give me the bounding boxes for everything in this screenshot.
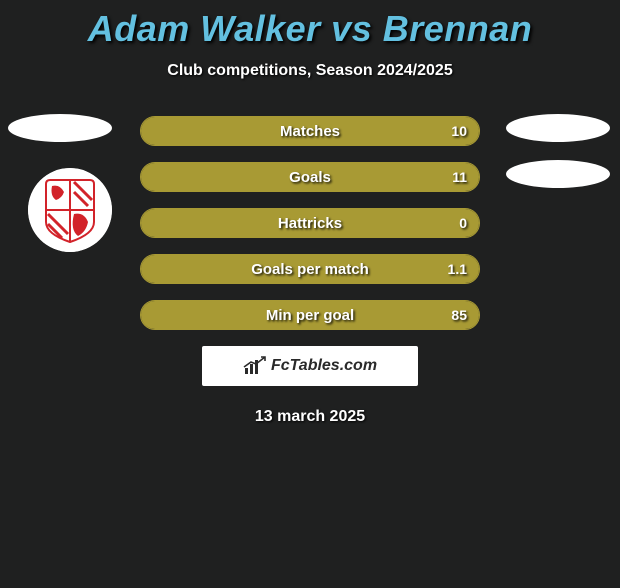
- stat-value-right: 0: [459, 215, 467, 231]
- stat-value-right: 11: [452, 169, 467, 185]
- comparison-panel: Matches 10 Goals 11 Hattricks 0 Goals per matc…: [0, 116, 620, 426]
- date-label: 13 march 2025: [0, 408, 620, 426]
- subtitle: Club competitions, Season 2024/2025: [0, 62, 620, 80]
- stat-bar: Min per goal 85: [140, 300, 480, 330]
- stat-value-right: 1.1: [448, 261, 467, 277]
- stat-label: Goals per match: [251, 261, 369, 278]
- player-right-oval-2: [506, 160, 610, 188]
- stat-label: Min per goal: [266, 307, 354, 324]
- club-badge: [28, 168, 112, 252]
- branding-badge: FcTables.com: [202, 346, 418, 386]
- chart-icon: [243, 356, 267, 376]
- stat-label: Hattricks: [278, 215, 342, 232]
- stat-bar: Hattricks 0: [140, 208, 480, 238]
- stat-label: Matches: [280, 123, 340, 140]
- stat-label: Goals: [289, 169, 331, 186]
- stat-value-right: 85: [451, 307, 467, 323]
- stat-value-right: 10: [451, 123, 467, 139]
- player-left-oval: [8, 114, 112, 142]
- stat-bar: Matches 10: [140, 116, 480, 146]
- stat-bars: Matches 10 Goals 11 Hattricks 0 Goals per matc…: [140, 116, 480, 330]
- stat-bar: Goals per match 1.1: [140, 254, 480, 284]
- player-right-oval-1: [506, 114, 610, 142]
- branding-text: FcTables.com: [271, 357, 377, 375]
- page-title: Adam Walker vs Brennan: [0, 8, 620, 50]
- stat-bar: Goals 11: [140, 162, 480, 192]
